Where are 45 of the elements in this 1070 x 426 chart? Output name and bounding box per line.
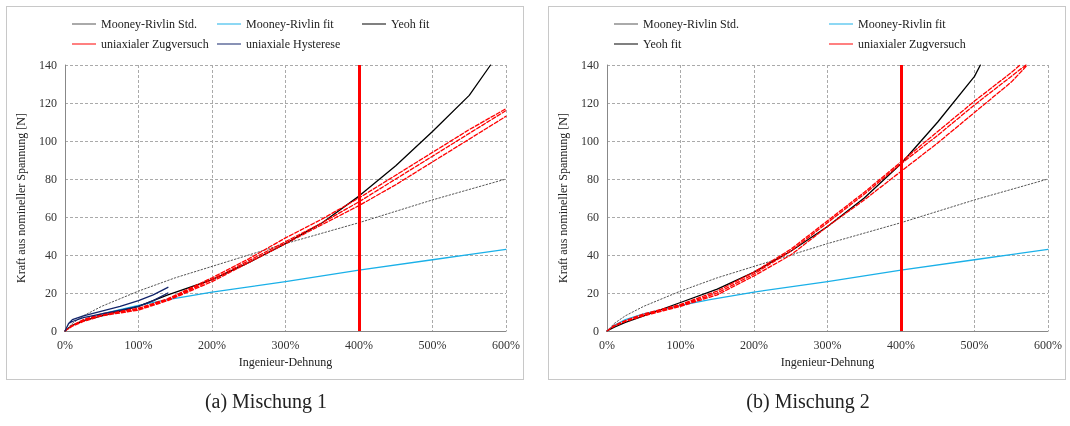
text: (b) Mischung 2 [745,390,871,413]
x-tick-label: 0% [599,338,615,352]
legend-label: Mooney-Rivlin fit [246,17,335,31]
x-tick-label: 200% [740,338,768,352]
x-tick-label: 300% [813,338,842,352]
y-tick-label: 20 [587,286,599,300]
y-tick-label: 40 [587,248,599,262]
y-tick-label: 120 [581,96,599,110]
y-tick-label: 80 [45,172,57,186]
y-tick-label: 0 [51,324,57,338]
y-tick-label: 80 [587,172,599,186]
x-tick-label: 500% [960,338,989,352]
legend-label: Mooney-Rivlin Std. [101,17,198,31]
y-tick-label: 20 [45,286,57,300]
y-tick-label: 40 [45,248,57,262]
x-tick-label: 100% [666,338,695,352]
legend-label: uniaxialer Zugversuch [101,37,209,51]
x-tick-label: 100% [124,338,153,352]
legend-label: Yeoh fit [643,37,683,51]
x-tick-label: 300% [271,338,300,352]
x-tick-label: 600% [1034,338,1062,352]
legend-label: Mooney-Rivlin fit [858,17,947,31]
x-axis-title: Ingenieur-Dehnung [238,354,333,369]
y-tick-label: 140 [581,58,599,72]
y-tick-label: 100 [39,134,57,148]
text: (a) Mischung 1 [203,390,329,413]
y-tick-label: 60 [587,210,599,224]
y-axis-title: Kraft aus nomineller Spannung [N] [14,113,28,283]
x-tick-label: 200% [198,338,226,352]
y-tick-label: 0 [593,324,599,338]
x-tick-label: 500% [418,338,447,352]
x-axis-title: Ingenieur-Dehnung [780,354,875,369]
x-tick-label: 400% [887,338,915,352]
x-tick-label: 0% [57,338,73,352]
x-tick-label: 600% [492,338,520,352]
legend-label: uniaxiale Hysterese [246,37,341,51]
legend-label: uniaxialer Zugversuch [858,37,966,51]
x-tick-label: 400% [345,338,373,352]
y-tick-label: 60 [45,210,57,224]
y-axis-title: Kraft aus nomineller Spannung [N] [556,113,570,283]
y-tick-label: 120 [39,96,57,110]
legend-label: Yeoh fit [391,17,431,31]
y-tick-label: 100 [581,134,599,148]
legend-label: Mooney-Rivlin Std. [643,17,740,31]
y-tick-label: 140 [39,58,57,72]
